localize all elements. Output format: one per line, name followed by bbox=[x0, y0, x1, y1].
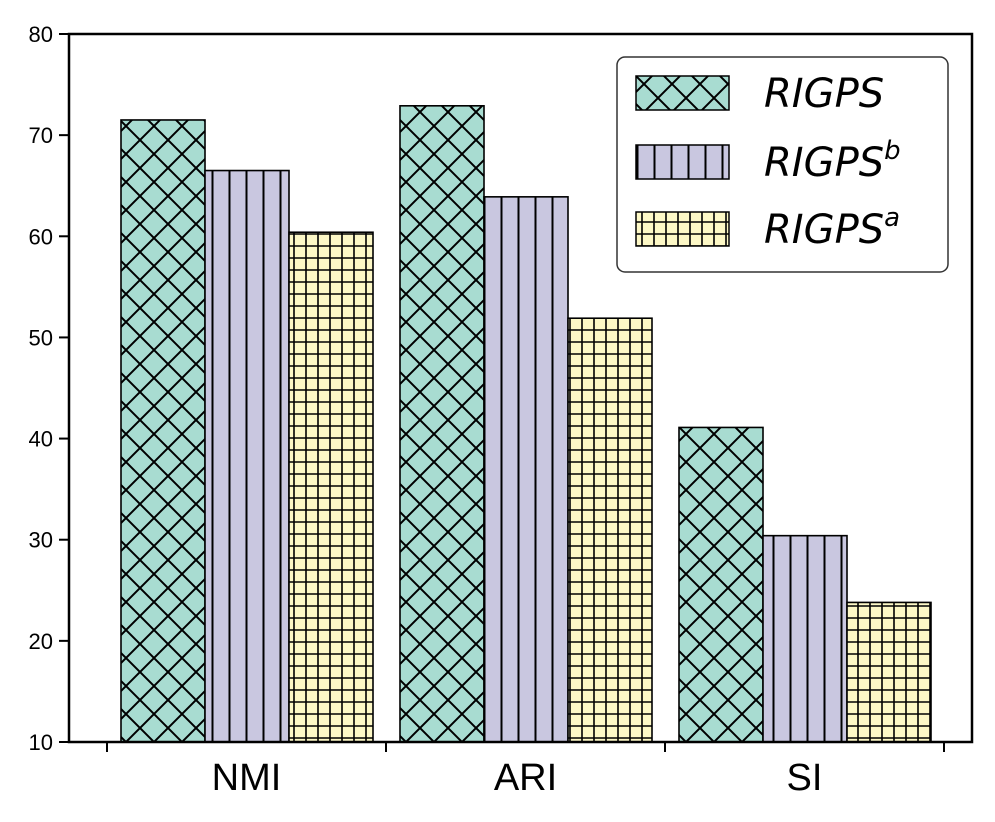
y-tick-label: 70 bbox=[29, 123, 53, 148]
x-category-label-si: SI bbox=[787, 757, 823, 799]
legend-label-rigps: RIGPS bbox=[764, 71, 884, 117]
y-axis: 10 20 30 40 50 60 70 80 bbox=[29, 22, 69, 755]
bar-ari-series-2 bbox=[483, 196, 569, 743]
plot-frame bbox=[67, 32, 974, 744]
y-tick-label: 10 bbox=[29, 730, 53, 755]
bar-si-series-1 bbox=[678, 426, 764, 743]
x-axis: NMI ARI SI bbox=[106, 742, 945, 799]
legend-swatch-rigps-a bbox=[635, 211, 730, 247]
bar-ari-series-1 bbox=[399, 105, 485, 743]
bar-nmi-series-2 bbox=[204, 169, 290, 743]
y-tick-label: 80 bbox=[29, 22, 53, 47]
bar-nmi-series-3 bbox=[288, 231, 374, 743]
y-tick-label: 60 bbox=[29, 224, 53, 249]
legend-label-rigps-a: RIGPSa bbox=[764, 203, 900, 253]
y-tick-label: 30 bbox=[29, 528, 53, 553]
bar-nmi-series-1 bbox=[120, 119, 206, 743]
bar-ari-series-3 bbox=[567, 317, 653, 743]
x-category-label-ari: ARI bbox=[494, 757, 557, 799]
y-tick-label: 40 bbox=[29, 427, 53, 452]
legend-swatch-rigps bbox=[635, 75, 730, 111]
legend-label-rigps-b: RIGPSb bbox=[764, 136, 901, 186]
bar-si-series-2 bbox=[762, 534, 848, 743]
x-category-label-nmi: NMI bbox=[212, 757, 282, 799]
bar-si-series-3 bbox=[846, 601, 932, 743]
y-tick-label: 20 bbox=[29, 629, 53, 654]
legend-swatch-rigps-b bbox=[635, 144, 730, 180]
legend: RIGPS RIGPSb RIGPSa bbox=[616, 56, 949, 273]
y-tick-label: 50 bbox=[29, 325, 53, 350]
bars-layer bbox=[120, 105, 932, 743]
